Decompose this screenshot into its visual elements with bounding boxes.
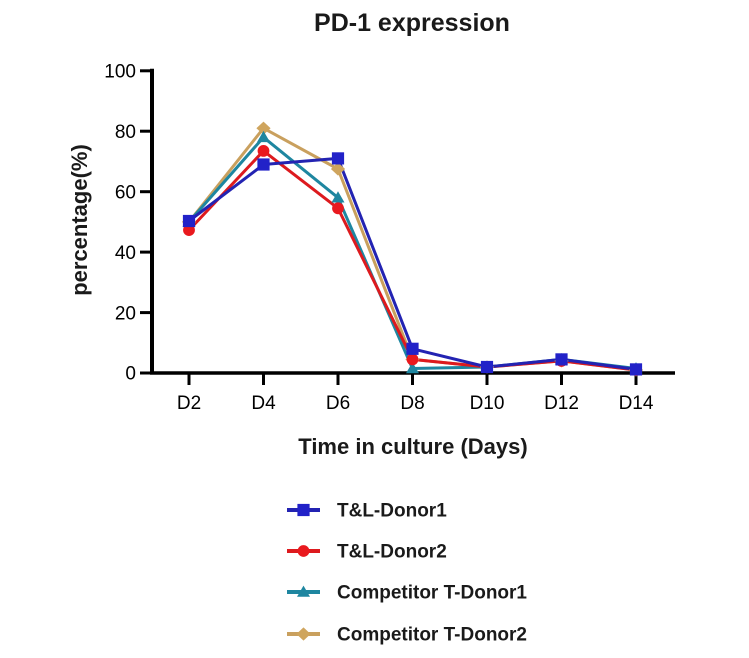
svg-text:PD-1 expression: PD-1 expression — [314, 9, 510, 37]
svg-text:D10: D10 — [470, 393, 505, 414]
svg-text:D4: D4 — [251, 393, 276, 414]
svg-text:D8: D8 — [400, 393, 424, 414]
svg-text:D12: D12 — [544, 393, 579, 414]
svg-text:Time in culture (Days): Time in culture (Days) — [298, 434, 527, 459]
svg-text:Competitor T-Donor1: Competitor T-Donor1 — [337, 583, 527, 604]
svg-text:D14: D14 — [619, 393, 654, 414]
svg-text:80: 80 — [115, 122, 136, 143]
svg-text:100: 100 — [104, 62, 136, 83]
svg-text:40: 40 — [115, 243, 136, 264]
svg-text:0: 0 — [125, 364, 136, 385]
svg-text:20: 20 — [115, 303, 136, 324]
svg-text:Competitor T-Donor2: Competitor T-Donor2 — [337, 625, 527, 646]
svg-text:T&L-Donor2: T&L-Donor2 — [337, 542, 447, 563]
svg-text:D2: D2 — [177, 393, 201, 414]
svg-text:D6: D6 — [326, 393, 350, 414]
svg-text:percentage(%): percentage(%) — [67, 144, 92, 296]
svg-text:60: 60 — [115, 182, 136, 203]
svg-text:T&L-Donor1: T&L-Donor1 — [337, 501, 447, 522]
